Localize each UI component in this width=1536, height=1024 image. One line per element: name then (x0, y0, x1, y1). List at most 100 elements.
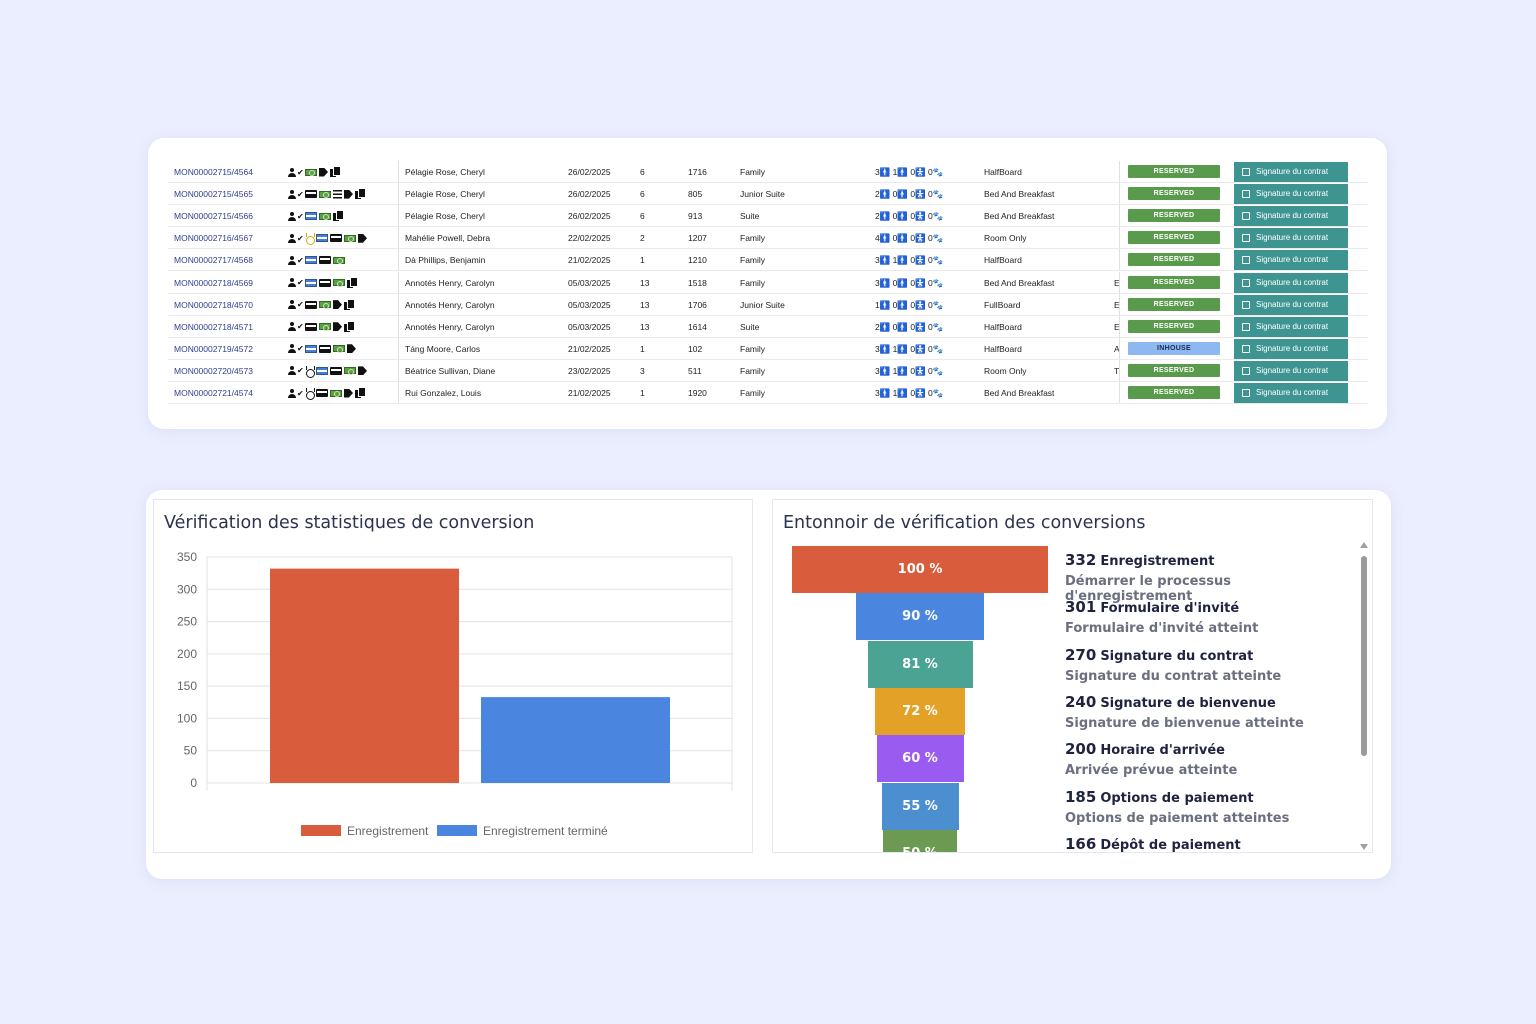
room-number: 1706 (688, 299, 707, 310)
bar-chart: 0 50 100 150 200 250 300 350 Enregistrement Enreg… (177, 550, 733, 838)
guest-counts: 4🚹 0🚹 0🚼 0🐾 (875, 233, 944, 244)
row-icons: ✔ (288, 205, 343, 227)
check-icon: ✔ (297, 344, 304, 354)
credit-card-icon (330, 366, 342, 375)
chart-title: Vérification des statistiques de convers… (164, 513, 535, 533)
guest-name: Pélagie Rose, Cheryl (405, 211, 485, 222)
funnel-scrollbar[interactable] (1358, 540, 1370, 852)
funnel-step-item: 240 Signature de bienvenue Signature de bi… (1065, 693, 1355, 731)
column-divider (1119, 249, 1120, 272)
nights-count: 1 (640, 343, 645, 354)
reservations-card: MON00002715/4564 ✔ Pélagie Rose, Cheryl 26/… (148, 138, 1387, 429)
scroll-down-arrow-icon[interactable] (1360, 844, 1368, 850)
check-icon: ✔ (297, 300, 304, 310)
check-icon: ✔ (297, 211, 304, 221)
table-row: MON00002715/4565 ✔ Pélagie Rose, Cheryl 26/… (168, 183, 1368, 206)
row-divider (168, 380, 1368, 382)
board-type: HalfBoard (984, 167, 1022, 177)
scroll-thumb[interactable] (1361, 556, 1367, 756)
reservation-ref-link[interactable]: MON00002718/4569 (174, 277, 253, 288)
reservation-ref-link[interactable]: MON00002718/4571 (174, 321, 253, 332)
funnel-step-name: Formulaire d'invité (1100, 601, 1240, 617)
check-icon: ✔ (297, 167, 304, 177)
funnel-step-description: Démarrer le processus d'enregistrement (1065, 574, 1231, 604)
room-number: 1210 (688, 255, 707, 266)
signature-contract-button[interactable]: Signature du contrat (1234, 294, 1348, 315)
funnel-step-count: 270 (1065, 645, 1097, 664)
signature-contract-button[interactable]: Signature du contrat (1234, 228, 1348, 249)
arrival-date: 21/02/2025 (568, 343, 611, 354)
nights-count: 1 (640, 388, 645, 398)
tablet-icon (1242, 366, 1250, 375)
documents-icon (355, 189, 365, 200)
column-divider (398, 382, 399, 404)
row-icons: ✔ (288, 227, 367, 249)
reservation-ref-link[interactable]: MON00002718/4570 (174, 299, 253, 310)
reservation-ref-link[interactable]: MON00002717/4568 (174, 255, 253, 266)
funnel-step-name: Signature de bienvenue (1100, 695, 1276, 711)
reservation-ref-link[interactable]: MON00002715/4565 (174, 189, 253, 200)
money-icon (333, 345, 345, 353)
table-row: MON00002716/4567 ✔ Mahélie Powell, Debra 22… (168, 227, 1368, 250)
guest-counts: 2🚹 0🚹 0🚼 0🐾 (875, 189, 944, 200)
guest-name: Pélagie Rose, Cheryl (405, 189, 485, 200)
person-check-icon (288, 388, 297, 398)
funnel-bar: 50 % (883, 829, 957, 852)
signature-contract-button[interactable]: Signature du contrat (1234, 338, 1348, 359)
tag-icon (347, 344, 356, 354)
reservation-ref-link[interactable]: MON00002720/4573 (174, 365, 253, 376)
status-badge: RESERVED (1128, 165, 1220, 178)
reservation-ref-link[interactable]: MON00002719/4572 (174, 343, 253, 354)
room-number: 1518 (688, 277, 707, 288)
table-row: MON00002720/4573 ✔ Béatrice Sullivan, Dian… (168, 359, 1368, 382)
check-icon: ✔ (297, 322, 304, 332)
nights-count: 6 (640, 211, 645, 222)
status-badge: RESERVED (1128, 386, 1220, 399)
row-divider (168, 358, 1368, 360)
reservation-ref-link[interactable]: MON00002715/4564 (174, 167, 253, 177)
row-divider (168, 204, 1368, 206)
money-icon (333, 279, 345, 287)
signature-contract-button[interactable]: Signature du contrat (1234, 272, 1348, 293)
guest-counts: 3🚹 1🚹 0🚼 0🐾 (875, 388, 944, 398)
arrival-date: 26/02/2025 (568, 167, 611, 177)
signature-contract-button[interactable]: Signature du contrat (1234, 184, 1348, 205)
extra-code: E (1114, 321, 1120, 332)
room-number: 805 (688, 189, 703, 200)
tag-icon (333, 322, 342, 332)
room-number: 1920 (688, 388, 707, 398)
signature-contract-button[interactable]: Signature du contrat (1234, 250, 1348, 271)
column-divider (398, 315, 399, 338)
signature-contract-button[interactable]: Signature du contrat (1234, 162, 1348, 182)
documents-icon (344, 321, 354, 332)
guest-counts: 3🚹 0🚹 0🚼 0🐾 (875, 277, 944, 288)
funnel-step-description: Formulaire d'invité atteint (1065, 621, 1259, 637)
status-badge: RESERVED (1128, 253, 1220, 267)
reservation-ref-link[interactable]: MON00002721/4574 (174, 388, 253, 398)
funnel-step-count: 240 (1065, 692, 1097, 711)
signature-contract-button[interactable]: Signature du contrat (1234, 360, 1348, 381)
signature-contract-button[interactable]: Signature du contrat (1234, 316, 1348, 337)
scroll-up-arrow-icon[interactable] (1360, 542, 1368, 548)
credit-card-icon (305, 190, 317, 199)
room-type: Family (740, 343, 766, 354)
person-check-icon (288, 278, 297, 287)
arrival-date: 22/02/2025 (568, 233, 611, 244)
signature-button-label: Signature du contrat (1256, 167, 1329, 176)
tablet-icon (1242, 322, 1250, 331)
table-row: MON00002718/4569 ✔ Annotés Henry, Carolyn 0… (168, 271, 1368, 294)
nights-count: 6 (640, 189, 645, 200)
reservation-ref-link[interactable]: MON00002716/4567 (174, 233, 253, 244)
funnel-bar: 81 % (867, 640, 973, 688)
signature-button-label: Signature du contrat (1256, 321, 1329, 331)
money-icon (319, 190, 331, 199)
arrival-date: 26/02/2025 (568, 211, 611, 222)
arrival-date: 21/02/2025 (568, 255, 611, 266)
reservation-ref-link[interactable]: MON00002715/4566 (174, 211, 253, 222)
table-row: MON00002719/4572 ✔ Táng Moore, Carlos 21/02… (168, 337, 1368, 360)
signature-contract-button[interactable]: Signature du contrat (1234, 206, 1348, 227)
signature-contract-button[interactable]: Signature du contrat (1234, 383, 1348, 403)
funnel-step-count: 301 (1065, 598, 1097, 617)
money-icon (305, 168, 317, 176)
gold-medal-icon (305, 233, 315, 246)
